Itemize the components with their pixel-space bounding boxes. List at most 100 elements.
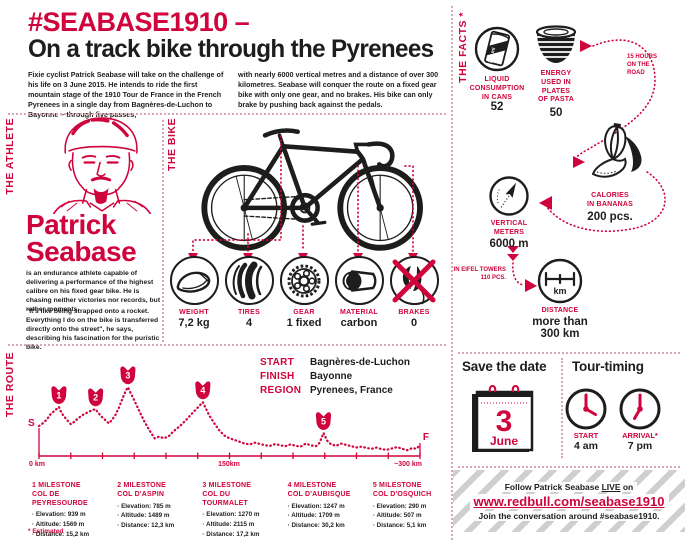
milestone-elevation: Elevation: 1270 m xyxy=(202,510,277,520)
fact-value-distance: more than 300 km xyxy=(532,316,588,341)
svg-text:2: 2 xyxy=(93,393,98,403)
spec-brakes: BRAKES 0 xyxy=(388,256,440,329)
spec-value: 4 xyxy=(245,317,253,329)
axis-label-end: ~300 km xyxy=(394,461,422,468)
milestone-elevation: Elevation: 785 m xyxy=(117,502,192,512)
milestone-col-name: COL DE PEYRESOURDE xyxy=(32,490,88,507)
hours-on-road-note: 15 HOURS ON THE ROAD xyxy=(627,54,658,77)
route-info-value: Bagnères-de-Luchon xyxy=(310,357,411,368)
milestone-distance: Distance: 30,2 km xyxy=(288,521,363,531)
can-volume-text: 250 ml xyxy=(488,46,498,63)
route-info-region: REGION Pyrenees, France xyxy=(260,384,410,398)
can-icon: 250 ml xyxy=(474,26,520,72)
saddle-icon xyxy=(169,256,219,305)
svg-text:4: 4 xyxy=(200,386,205,396)
milestone-col-name: COL D'OSQUICH xyxy=(372,490,432,498)
arrival-time-label: ARRIVAL* xyxy=(622,431,658,440)
milestone-distance: Distance: 12,3 km xyxy=(117,521,192,531)
milestone-title: 4 MILESTONE xyxy=(287,482,337,489)
route-info-key: REGION xyxy=(260,385,302,396)
start-time-label: START xyxy=(573,431,599,440)
milestone-distance: Distance: 17,2 km xyxy=(202,530,277,540)
footer-hashtag-line: Join the conversation around #seabase191… xyxy=(474,510,664,521)
arrival-time-value: 7 pm xyxy=(627,440,653,452)
start-clock-icon xyxy=(565,388,607,430)
milestone-title: 3 MILESTONE xyxy=(202,482,252,489)
page-title: On a track bike through the Pyrenees xyxy=(28,35,434,63)
banana-icon xyxy=(591,123,642,178)
milestone-elevation: Elevation: 290 m xyxy=(373,502,448,512)
fact-label-cans: LIQUID CONSUMPTION IN CANS xyxy=(469,76,525,101)
fact-value-vertical-meters: 6000 m xyxy=(489,238,529,250)
divider xyxy=(8,113,446,115)
sprocket-icon xyxy=(279,256,329,305)
fact-value-pasta: 50 xyxy=(549,107,563,119)
route-info-start: START Bagnères-de-Luchon xyxy=(260,356,410,370)
arrival-clock-icon xyxy=(619,388,661,430)
route-milestone-marker: 5 xyxy=(315,412,332,430)
athlete-quote: "It's like being strapped onto a rocket.… xyxy=(26,308,160,351)
divider xyxy=(162,120,164,342)
svg-text:3: 3 xyxy=(125,371,130,381)
spec-label: MATERIAL xyxy=(339,309,379,316)
calendar-icon: 3 June xyxy=(472,385,534,452)
fact-label-pasta: ENERGY USED IN PLATES OF PASTA xyxy=(538,70,574,104)
milestone-altitude: Altitude: 507 m xyxy=(373,511,448,521)
divider xyxy=(458,352,680,354)
spec-value: 7,2 kg xyxy=(178,317,210,329)
milestone-col-name: COL D'ASPIN xyxy=(117,490,165,498)
milestone-elevation: Elevation: 1247 m xyxy=(288,502,363,512)
route-milestone-marker: 4 xyxy=(195,381,211,400)
footer-banner: Follow Patrick Seabase LIVE on www.redbu… xyxy=(453,470,685,532)
athlete-portrait-illustration xyxy=(52,117,152,214)
eifel-towers-note: IN EIFEL TOWERS 110 PCS. xyxy=(453,267,506,282)
milestone-elevation: Elevation: 939 m xyxy=(32,510,107,520)
footer-follow-prefix: Follow Patrick Seabase xyxy=(504,481,602,492)
svg-text:5: 5 xyxy=(321,417,326,427)
athlete-first-name: Patrick xyxy=(26,209,116,240)
spec-tires: TIRES 4 xyxy=(223,256,275,329)
milestone-altitude: Altitude: 1569 m xyxy=(32,520,107,530)
spec-label: GEAR xyxy=(293,309,315,316)
footer-follow-line: Follow Patrick Seabase LIVE on xyxy=(500,481,638,492)
pasta-icon xyxy=(535,25,577,63)
redbull-url-link[interactable]: www.redbull.com/seabase1910 xyxy=(469,493,669,509)
route-info-value: Bayonne xyxy=(310,371,353,382)
divider xyxy=(8,344,446,346)
tube-icon xyxy=(334,256,384,305)
milestone-altitude: Altitude: 1709 m xyxy=(288,511,363,521)
route-markers: 1 2 3 4 5 xyxy=(51,366,332,430)
route-info-block: START Bagnères-de-Luchon FINISH Bayonne … xyxy=(260,356,410,398)
section-label-route: THE ROUTE xyxy=(4,352,16,418)
route-milestone-marker: 1 xyxy=(51,386,67,405)
spec-material: MATERIAL carbon xyxy=(333,256,385,329)
milestone-altitude: Altitude: 2115 m xyxy=(202,520,277,530)
divider xyxy=(561,358,563,458)
fact-label-vertical-meters: VERTICAL METERS xyxy=(490,220,528,236)
milestone-col-name: COL D'AUBISQUE xyxy=(287,490,351,498)
bike-illustration xyxy=(201,128,423,251)
route-elevation-chart: 1 2 3 4 5 S F 0 km 150km ~300 km xyxy=(28,366,429,468)
route-info-key: START xyxy=(260,357,295,368)
calendar-day: 3 xyxy=(496,405,513,438)
route-start-letter: S xyxy=(28,418,35,429)
intro-paragraph-2: with nearly 6000 vertical metres and a d… xyxy=(238,70,439,109)
milestone-title: 2 MILESTONE xyxy=(117,482,166,489)
spec-value: 0 xyxy=(410,317,418,329)
page-title-hashtag: #SEABASE1910 – xyxy=(28,7,250,37)
section-label-facts: THE FACTS * xyxy=(457,12,469,83)
divider xyxy=(451,6,453,540)
milestone-title: 5 MILESTONE xyxy=(372,482,422,489)
route-info-key: FINISH xyxy=(260,371,295,382)
route-info-finish: FINISH Bayonne xyxy=(260,370,410,384)
spec-label: TIRES xyxy=(237,309,261,316)
athlete-last-name: Seabase xyxy=(26,235,137,267)
milestone-col-name: COL DU TOURMALET xyxy=(202,490,249,507)
athlete-bio: is an endurance athlete capable of deliv… xyxy=(26,270,161,313)
route-info-value: Pyrenees, France xyxy=(310,385,393,396)
km-label: km xyxy=(553,286,566,296)
